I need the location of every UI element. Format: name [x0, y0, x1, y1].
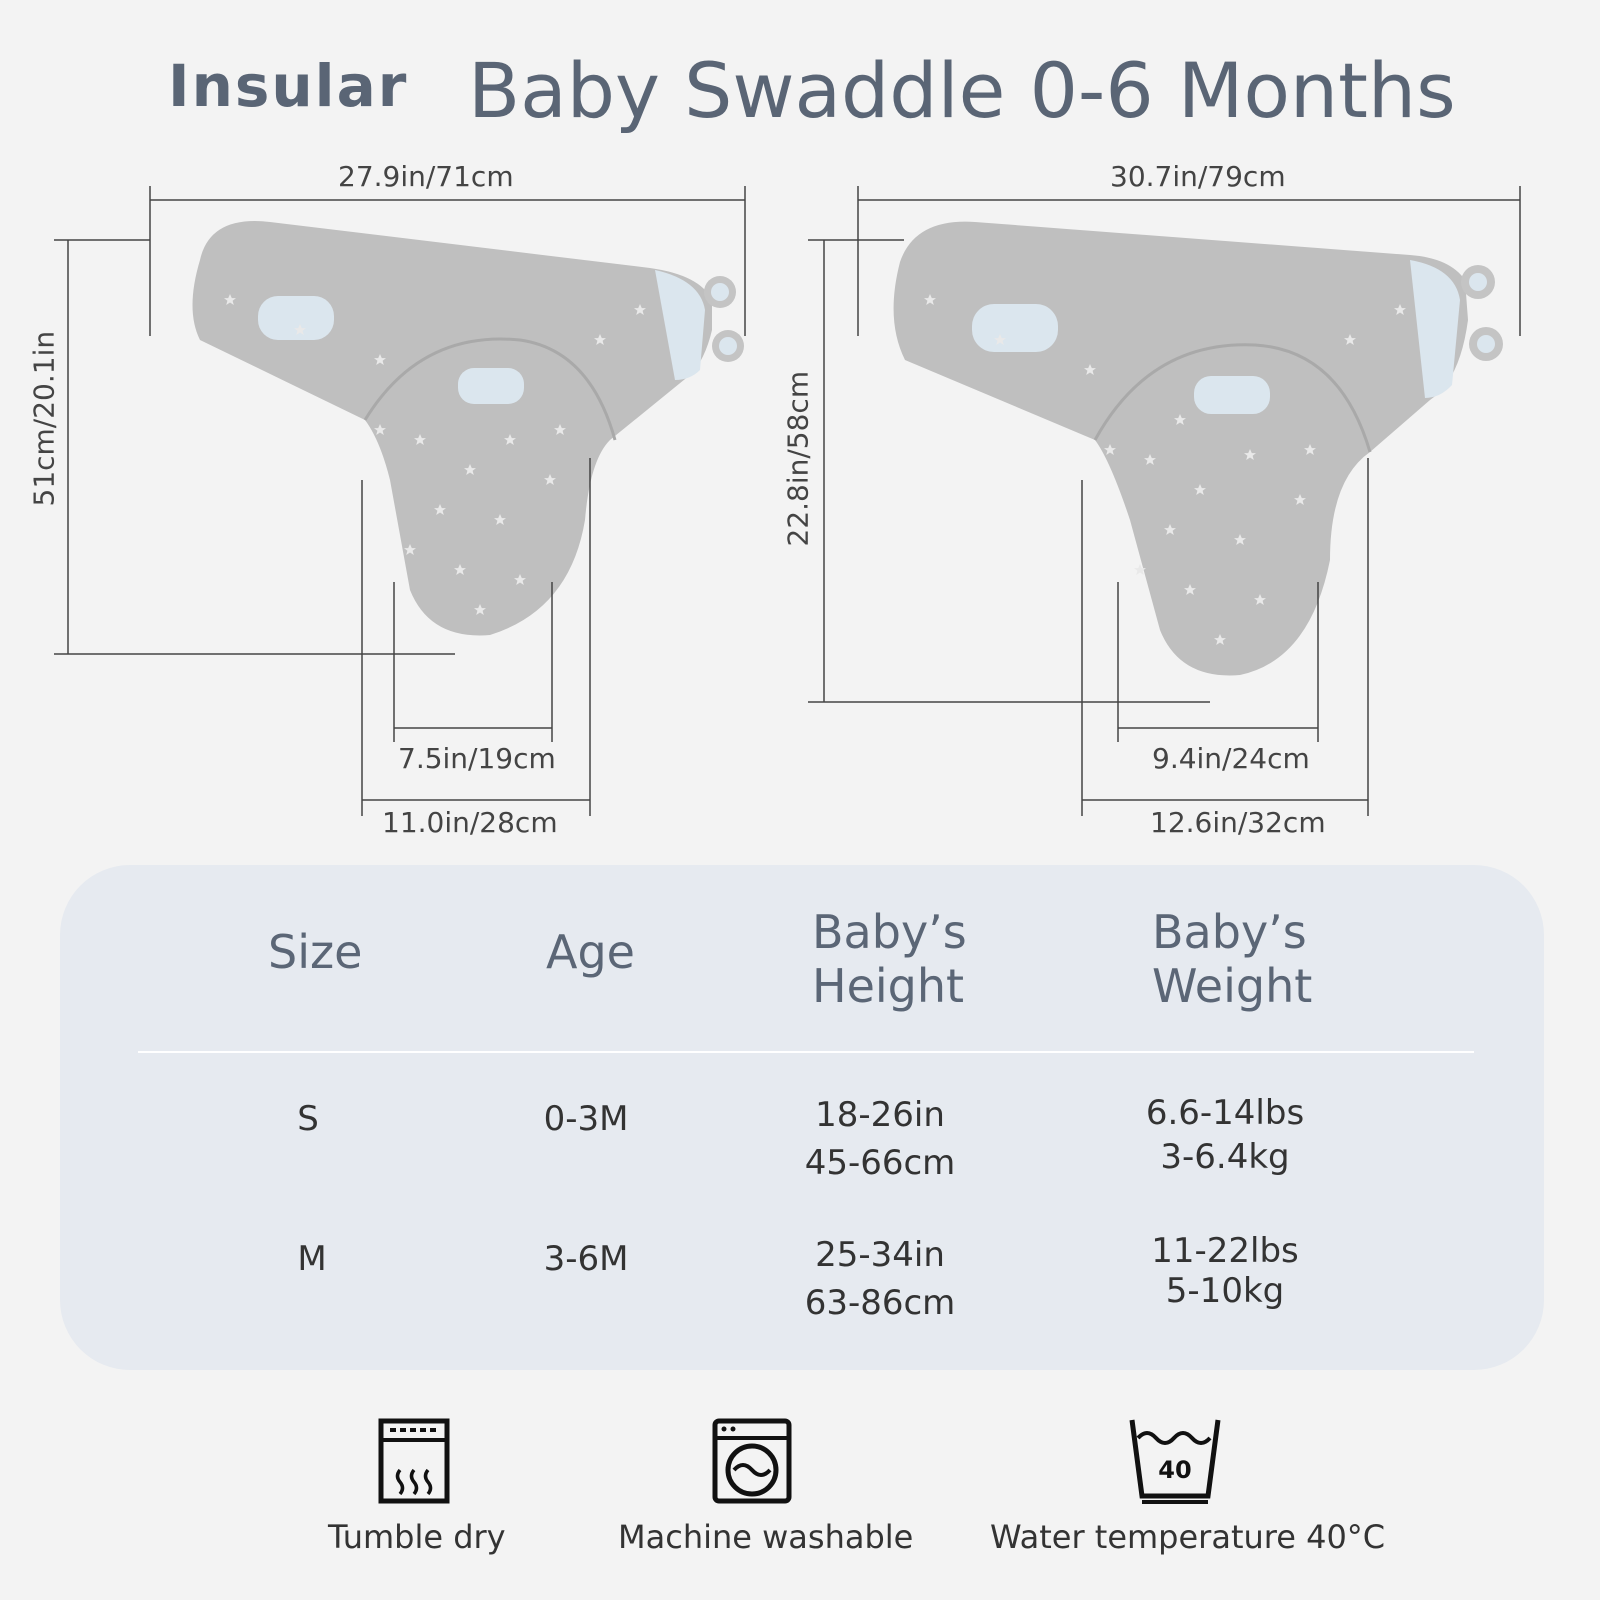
- page-title: Baby Swaddle 0-6 Months: [468, 46, 1456, 135]
- header-height: Baby’s Height: [812, 905, 967, 1013]
- medium-height-label: 22.8in/58cm: [781, 370, 815, 547]
- row-s-weight: 6.6-14lbs 3-6.4kg: [1145, 1093, 1305, 1177]
- brand-logo: Insular: [168, 52, 409, 120]
- size-table: Size Age Baby’s Height Baby’s Weight S 0…: [60, 865, 1544, 1370]
- row-s-size: S: [297, 1099, 319, 1139]
- wash-temp-text: 40: [1158, 1456, 1191, 1484]
- table-divider: [138, 1051, 1474, 1053]
- medium-bottom-inner-label: 9.4in/24cm: [1152, 742, 1310, 775]
- medium-bottom-outer-label: 12.6in/32cm: [1150, 806, 1326, 839]
- water-temperature-label: Water temperature 40°C: [990, 1518, 1386, 1556]
- size-diagram: 27.9in/71cm 51cm/20.1in 7.5in/19cm 11.0i…: [27, 160, 1521, 839]
- row-m-size: M: [297, 1239, 327, 1279]
- tumble-dry-icon: [378, 1418, 450, 1504]
- row-m-height: 25-34in 63-86cm: [804, 1235, 956, 1323]
- header-weight: Baby’s Weight: [1152, 905, 1313, 1013]
- swaddle-medium-illustration: [808, 186, 1521, 816]
- header-size: Size: [268, 925, 363, 979]
- small-height-label: 51cm/20.1in: [27, 330, 61, 507]
- row-m-age: 3-6M: [543, 1239, 629, 1279]
- small-bottom-inner-label: 7.5in/19cm: [398, 742, 556, 775]
- row-s-height: 18-26in 45-66cm: [804, 1095, 956, 1183]
- header: Insular Baby Swaddle 0-6 Months: [0, 0, 1600, 160]
- row-s-age: 0-3M: [543, 1099, 629, 1139]
- tumble-dry-label: Tumble dry: [328, 1518, 506, 1556]
- swaddle-illustrations: [54, 186, 1521, 816]
- wash-tub-icon: 40: [1129, 1419, 1221, 1504]
- header-age: Age: [546, 925, 635, 979]
- washing-machine-icon: [712, 1418, 792, 1504]
- row-m-weight: 11-22lbs 5-10kg: [1151, 1231, 1299, 1311]
- small-bottom-outer-label: 11.0in/28cm: [382, 806, 558, 839]
- swaddle-small-illustration: [54, 186, 746, 816]
- small-width-label: 27.9in/71cm: [338, 160, 514, 193]
- medium-width-label: 30.7in/79cm: [1110, 160, 1286, 193]
- machine-washable-label: Machine washable: [618, 1518, 914, 1556]
